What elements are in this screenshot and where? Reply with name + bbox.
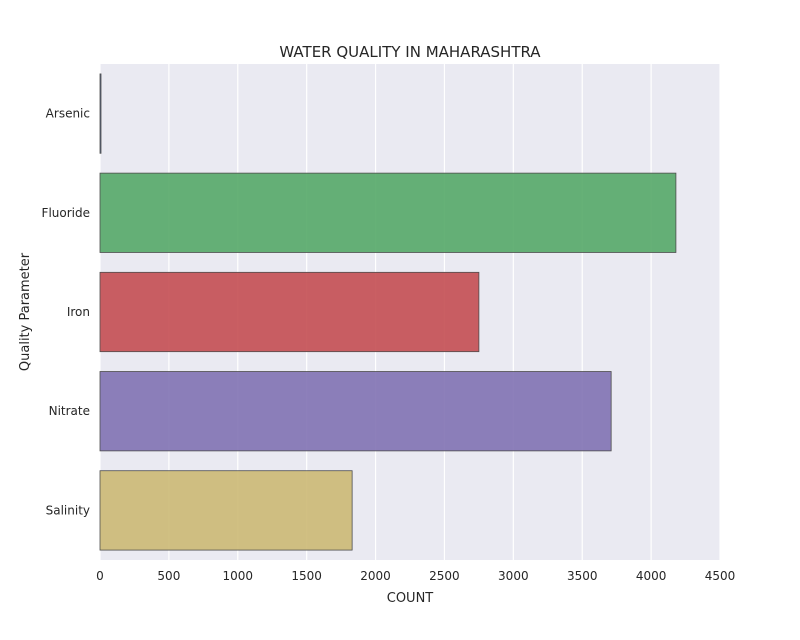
x-tick-label: 1000 <box>223 569 254 583</box>
y-tick-label: Salinity <box>46 503 90 517</box>
bars <box>99 73 677 551</box>
x-tick-label: 2000 <box>360 569 391 583</box>
y-tick-label: Nitrate <box>49 404 90 418</box>
y-tick-label: Arsenic <box>46 107 90 121</box>
bar-fluoride <box>99 172 677 253</box>
y-category-labels: Arsenic Fluoride Iron Nitrate Salinity <box>42 107 90 518</box>
y-tick-label: Fluoride <box>42 206 90 220</box>
x-tick-label: 2500 <box>429 569 460 583</box>
x-tick-label: 3000 <box>498 569 529 583</box>
bar-arsenic <box>99 73 102 154</box>
x-tick-label: 1500 <box>291 569 322 583</box>
bar-salinity <box>99 470 353 551</box>
x-tick-label: 4500 <box>705 569 736 583</box>
x-tick-label: 4000 <box>636 569 667 583</box>
x-tick-labels: 0 500 1000 1500 2000 2500 3000 3500 4000 4500 <box>96 569 735 583</box>
y-axis-label: Quality Parameter <box>18 252 33 371</box>
bar-nitrate <box>99 371 612 452</box>
bar-iron <box>99 271 480 353</box>
y-tick-label: Iron <box>67 305 90 319</box>
x-axis-label: COUNT <box>387 591 434 606</box>
chart-title: WATER QUALITY IN MAHARASHTRA <box>279 43 541 61</box>
x-tick-label: 3500 <box>567 569 598 583</box>
x-tick-label: 0 <box>96 569 104 583</box>
x-tick-label: 500 <box>157 569 180 583</box>
